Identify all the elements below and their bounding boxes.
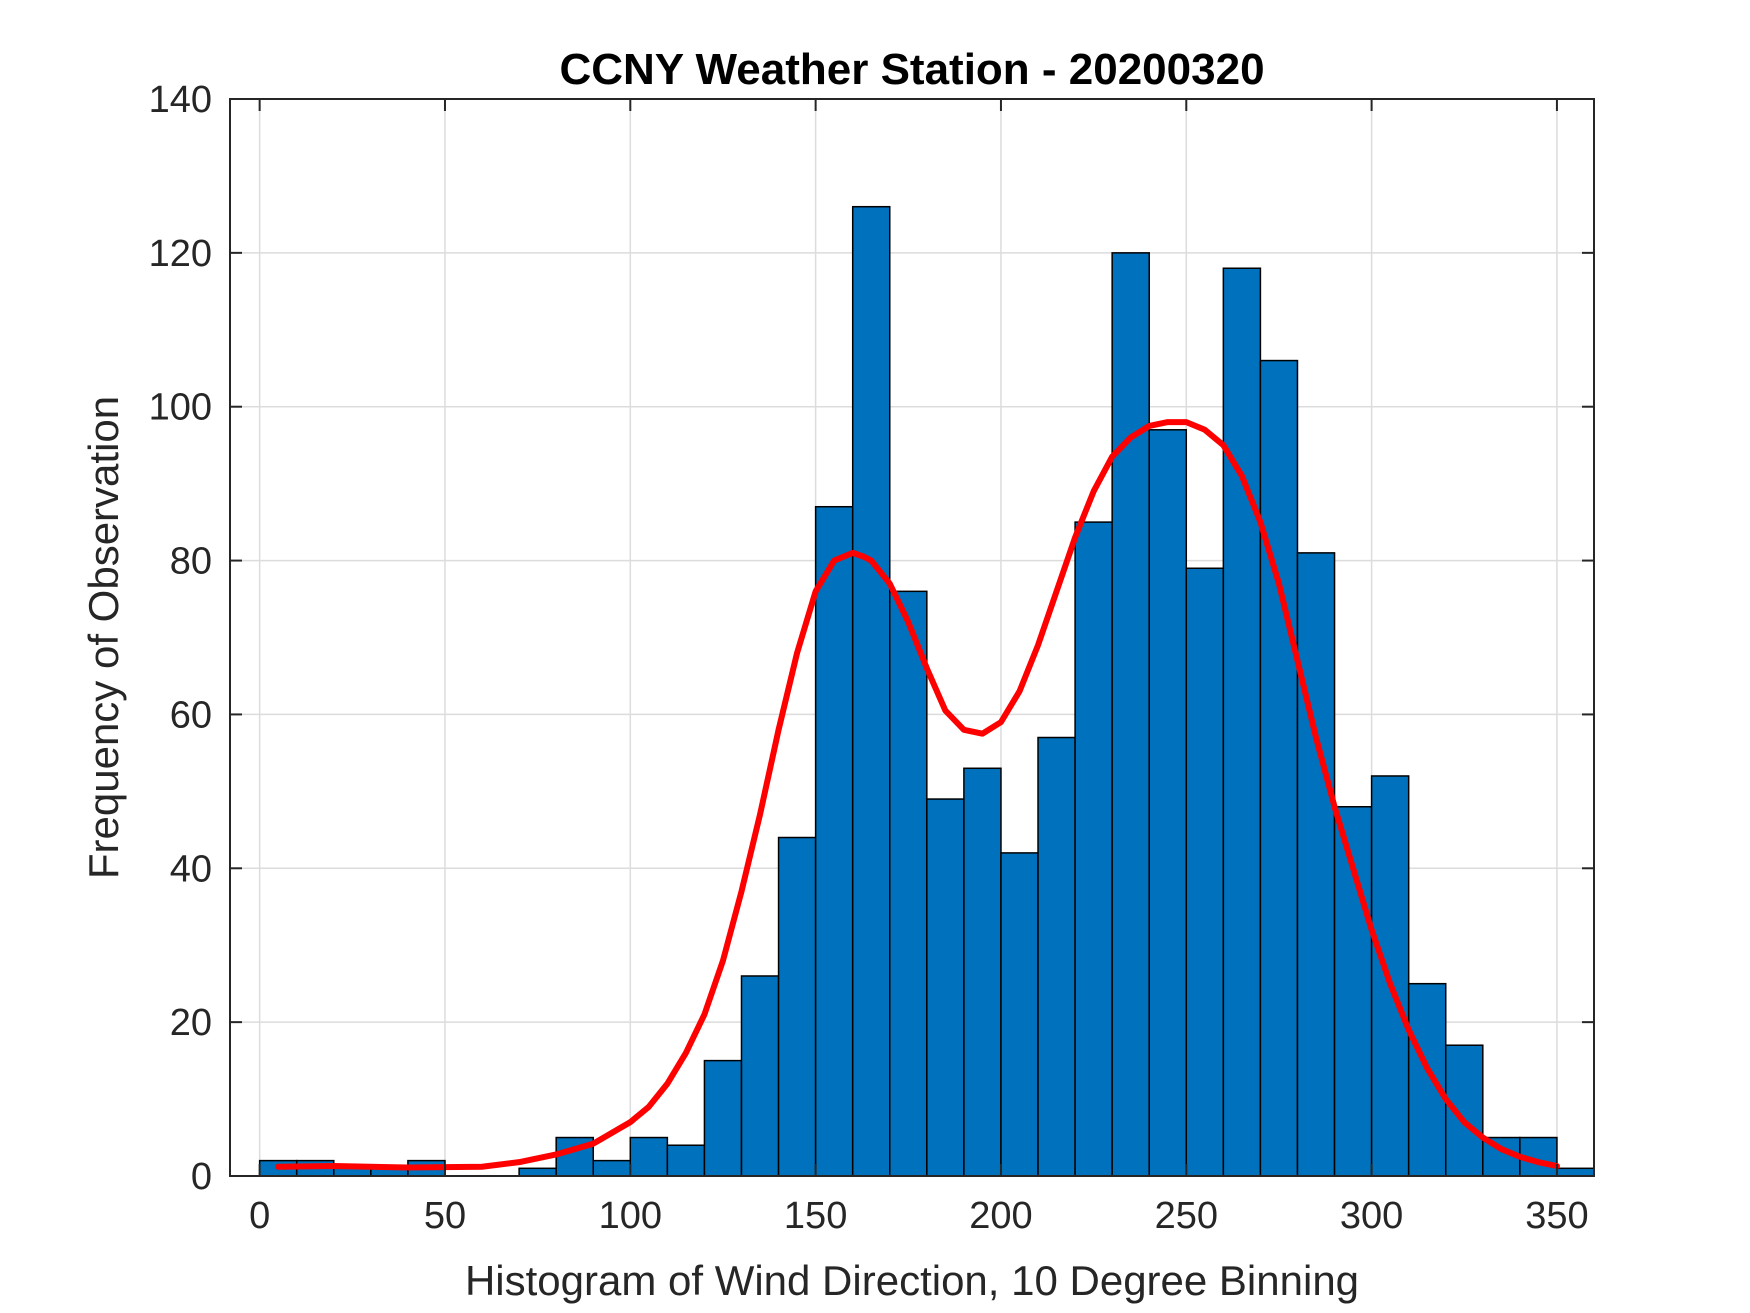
histogram-bar: [851, 205, 891, 1177]
axes: [229, 98, 1595, 1177]
histogram-bar: [889, 590, 928, 1177]
y-tick-label: 60: [170, 694, 212, 736]
fit-curve-layer: [275, 419, 1560, 1171]
histogram-bar: [1259, 359, 1299, 1177]
histogram-bar: [1296, 552, 1336, 1177]
y-tick-label: 40: [170, 848, 212, 890]
histogram-bar: [1037, 736, 1076, 1177]
histogram-bar: [1556, 1167, 1595, 1177]
y-tick-label: 80: [170, 541, 212, 583]
histogram-bar: [518, 1167, 557, 1177]
y-tick-label: 0: [191, 1156, 212, 1198]
histogram-bar: [629, 1136, 669, 1177]
y-tick-label: 100: [149, 387, 212, 429]
y-tick-label: 20: [170, 1002, 212, 1044]
axes-box: [229, 98, 1595, 1177]
x-tick-label: 300: [1340, 1195, 1403, 1237]
y-tick-label: 140: [149, 79, 212, 121]
histogram-bar: [592, 1159, 632, 1177]
tick-labels: 0 50 100 150 200 250 300 350 0 20 40 60 80 100 120 140: [149, 79, 1589, 1237]
histogram-bar: [963, 767, 1002, 1177]
histogram-bar: [740, 975, 780, 1177]
fit-curve: [275, 419, 1560, 1171]
x-tick-label: 0: [249, 1195, 270, 1237]
histogram-bar: [666, 1144, 706, 1177]
histogram-bar: [814, 505, 854, 1177]
histogram-bar: [1222, 267, 1262, 1177]
x-axis-label: Histogram of Wind Direction, 10 Degree B…: [465, 1257, 1359, 1304]
histogram-bar: [926, 798, 965, 1177]
histogram-bar: [1074, 521, 1113, 1177]
histogram-bar: [1111, 252, 1150, 1177]
x-tick-label: 50: [424, 1195, 466, 1237]
y-tick-label: 120: [149, 233, 212, 275]
chart-title: CCNY Weather Station - 20200320: [559, 45, 1264, 94]
x-tick-label: 200: [969, 1195, 1032, 1237]
histogram-bar: [1407, 982, 1447, 1177]
x-tick-label: 100: [599, 1195, 662, 1237]
y-axis-label: Frequency of Observation: [80, 396, 127, 879]
histogram-bar: [777, 836, 817, 1177]
x-tick-label: 150: [784, 1195, 847, 1237]
histogram-bar: [1185, 567, 1225, 1177]
x-tick-label: 350: [1525, 1195, 1588, 1237]
histogram-bar: [1148, 429, 1188, 1177]
x-tick-label: 250: [1155, 1195, 1218, 1237]
histogram-bar: [1000, 852, 1039, 1177]
histogram-bar: [703, 1059, 743, 1177]
histogram-bars: [258, 205, 1595, 1177]
